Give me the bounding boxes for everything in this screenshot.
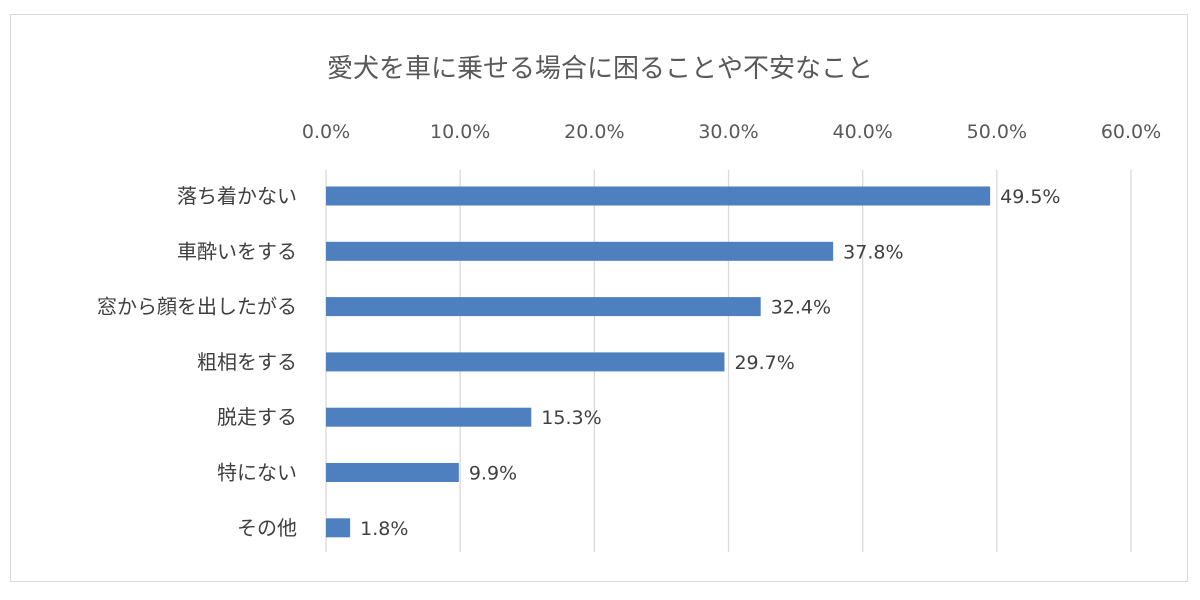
data-label: 32.4% [771, 297, 831, 319]
category-label: 落ち着かない [177, 184, 297, 208]
x-tick-label: 10.0% [430, 121, 490, 143]
category-label: 車酔いをする [177, 239, 297, 263]
x-axis-ticks: 0.0% 10.0% 20.0% 30.0% 40.0% 50.0% 60.0% [302, 121, 1161, 143]
category-label: その他 [237, 516, 297, 540]
category-label: 特にない [217, 461, 297, 485]
x-tick-label: 40.0% [832, 121, 892, 143]
data-label: 1.8% [360, 518, 408, 540]
x-tick-label: 50.0% [967, 121, 1027, 143]
data-label: 9.9% [469, 463, 517, 485]
gridlines [325, 170, 1132, 552]
x-tick-label: 20.0% [564, 121, 624, 143]
category-label: 粗相をする [197, 350, 297, 374]
data-label: 49.5% [1000, 186, 1060, 208]
category-label: 脱走する [217, 405, 297, 429]
chart-title: 愛犬を車に乗せる場合に困ることや不安なこと [327, 54, 873, 84]
data-label: 15.3% [541, 407, 601, 429]
data-label: 29.7% [734, 352, 794, 374]
data-labels: 49.5% 37.8% 32.4% 29.7% 15.3% 9.9% 1.8% [360, 186, 1060, 540]
x-tick-label: 30.0% [698, 121, 758, 143]
category-label: 窓から顔を出したがる [97, 295, 297, 319]
bar [326, 297, 761, 317]
bar [326, 407, 532, 427]
bar [326, 352, 725, 372]
bars [326, 186, 991, 538]
bar [326, 241, 834, 261]
bar [326, 463, 459, 482]
x-tick-label: 0.0% [302, 121, 350, 143]
bar [326, 518, 351, 538]
data-label: 37.8% [843, 241, 903, 263]
bar [326, 186, 991, 206]
x-tick-label: 60.0% [1101, 121, 1161, 143]
